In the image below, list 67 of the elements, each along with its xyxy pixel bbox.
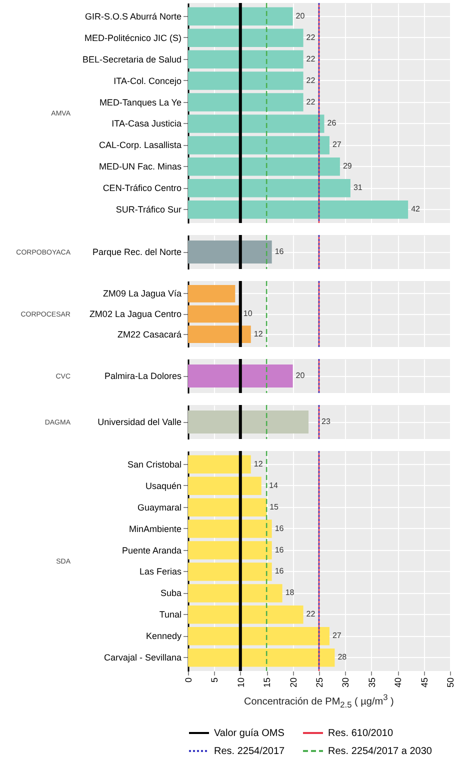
data-label: 26	[327, 118, 337, 128]
data-label: 18	[285, 588, 295, 598]
data-label: 42	[411, 204, 421, 214]
y-tick-label: ITA-Col. Concejo	[114, 76, 182, 86]
y-tick-label: MED-UN Fac. Minas	[98, 162, 182, 172]
data-label: 29	[342, 162, 352, 171]
data-label: 14	[269, 480, 279, 490]
y-tick-label: BEL-Secretaria de Salud	[82, 54, 182, 64]
y-tick-label: ZM02 La Jagua Centro	[89, 309, 182, 319]
x-tick-label: 35	[366, 678, 377, 688]
x-tick-label: 25	[314, 678, 324, 688]
y-tick-label: CEN-Tráfico Centro	[102, 183, 182, 194]
data-label: 20	[296, 11, 306, 20]
y-tick-label: MED-Tanques La Ye	[99, 97, 182, 108]
y-tick-label: Kennedy	[146, 631, 182, 642]
data-label: 22	[306, 610, 316, 619]
x-tick-label: 45	[419, 678, 430, 688]
data-label: 10	[243, 309, 253, 318]
legend-label: Res. 2254/2017	[214, 746, 286, 757]
y-tick-label: ITA-Casa Justicia	[112, 118, 182, 129]
data-label: 20	[296, 371, 306, 380]
data-label: 12	[254, 459, 264, 468]
data-label: 22	[306, 32, 316, 42]
data-label: 22	[306, 76, 316, 85]
legend-label: Res. 610/2010	[328, 728, 394, 739]
y-tick-label: GIR-S.O.S Aburrá Norte	[84, 11, 182, 22]
data-label: 16	[274, 524, 284, 533]
y-tick-label: Carvajal - Sevillana	[104, 652, 182, 663]
x-axis-title: Concentración de PM$_{2.5}$ ( µg/m$^{3}$ )	[244, 692, 394, 709]
x-tick-label: 15	[262, 678, 272, 688]
data-label: 12	[254, 329, 264, 338]
y-tick-label: San Cristobal	[127, 459, 182, 470]
y-tick-label: CAL-Corp. Lasallista	[98, 140, 182, 150]
y-tick-label: ZM09 La Jagua Vía	[102, 288, 182, 299]
data-label: 27	[332, 140, 342, 150]
data-label: 16	[274, 545, 284, 554]
x-tick-label: 30	[340, 678, 351, 688]
data-label: 16	[274, 247, 284, 256]
y-tick-label: ZM22 Casacará	[117, 329, 182, 340]
data-label: 15	[270, 502, 280, 512]
legend-label: Res. 2254/2017 a 2030	[328, 746, 432, 757]
y-tick-label: Parque Rec. del Norte	[92, 247, 182, 257]
ref-line-label: Valor guía OMS	[214, 728, 285, 739]
data-label: 16	[274, 566, 284, 576]
data-label: 28	[338, 652, 348, 662]
data-label: 23	[322, 417, 331, 426]
y-tick-label: Palmira-La Dolores	[104, 371, 182, 381]
data-label: 22	[306, 97, 316, 106]
y-tick-label: SUR-Tráfico Sur	[116, 204, 182, 215]
x-tick-label: 5	[210, 678, 220, 683]
x-tick-label: 20	[288, 678, 298, 688]
x-tick-label: 50	[446, 678, 456, 688]
y-tick-label: Universidad del Valle	[98, 417, 182, 427]
y-tick-label: Guaymaral	[137, 502, 182, 512]
y-tick-label: MED-Politécnico JIC (S)	[84, 32, 182, 43]
x-tick-label: 40	[393, 678, 404, 688]
y-tick-label: Suba	[160, 588, 182, 598]
data-label: 22	[306, 54, 316, 64]
data-label: 31	[353, 183, 363, 192]
y-tick-label: MinAmbiente	[128, 524, 182, 534]
y-tick-label: Puente Aranda	[122, 545, 182, 556]
x-tick-label: 0	[184, 678, 194, 683]
y-tick-label: Las Ferias	[139, 566, 182, 577]
data-label: 27	[332, 631, 342, 640]
x-tick-label: 10	[236, 678, 246, 688]
y-tick-label: Usaquén	[145, 480, 182, 491]
y-tick-label: Tunal	[159, 610, 182, 620]
